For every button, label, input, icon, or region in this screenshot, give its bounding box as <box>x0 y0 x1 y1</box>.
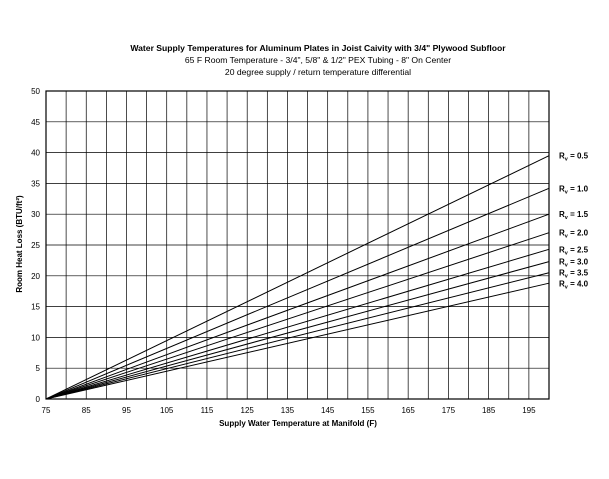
x-tick-label: 135 <box>281 406 295 415</box>
y-tick-label: 5 <box>36 364 41 373</box>
plot-border <box>45 90 550 400</box>
x-tick-label: 95 <box>122 406 131 415</box>
y-tick-labels: 0 5 10 15 20 25 30 35 40 45 50 <box>31 87 40 404</box>
chart-subtitle-line-1: 65 F Room Temperature - 3/4", 5/8" & 1/2… <box>185 55 451 65</box>
x-tick-label: 125 <box>241 406 255 415</box>
x-tick-label: 105 <box>160 406 174 415</box>
series-label-8: Rv = 4.0 <box>559 280 589 291</box>
y-tick-label: 15 <box>31 303 40 312</box>
series-label-2: Rv = 1.0 <box>559 184 589 195</box>
plot-frame <box>45 90 550 400</box>
y-tick-label: 10 <box>31 333 40 342</box>
series-label-6: Rv = 3.0 <box>559 258 589 269</box>
x-tick-label: 145 <box>321 406 335 415</box>
series-lines <box>45 155 550 400</box>
series-label-4: Rv = 2.0 <box>559 229 589 240</box>
y-tick-label: 35 <box>31 179 40 188</box>
chart-subtitle-line-2: 20 degree supply / return temperature di… <box>225 67 411 77</box>
y-tick-label: 45 <box>31 118 40 127</box>
x-tick-label: 115 <box>201 406 214 415</box>
x-tick-label: 155 <box>361 406 375 415</box>
series-line-7 <box>45 272 550 400</box>
series-line-3 <box>45 213 550 400</box>
grid <box>46 91 549 399</box>
x-tick-label: 195 <box>522 406 536 415</box>
series-label-5: Rv = 2.5 <box>559 245 589 256</box>
series-line-8 <box>45 282 550 400</box>
series-line-2 <box>45 187 550 400</box>
series-line-6 <box>45 261 550 400</box>
x-tick-labels: 75 85 95 105 115 125 135 145 155 165 175 185 195 <box>42 406 537 415</box>
series-line-1 <box>45 155 550 400</box>
y-axis-label: Room Heat Loss (BTU/ft²) <box>15 195 24 293</box>
y-tick-label: 30 <box>31 210 40 219</box>
x-tick-label: 165 <box>401 406 415 415</box>
series-label-1: Rv = 0.5 <box>559 152 589 163</box>
chart-title: Water Supply Temperatures for Aluminum P… <box>130 43 506 53</box>
x-tick-label: 175 <box>442 406 456 415</box>
x-tick-label: 85 <box>82 406 91 415</box>
series-line-5 <box>45 248 550 400</box>
y-tick-label: 40 <box>31 149 40 158</box>
y-tick-label: 20 <box>31 272 40 281</box>
y-tick-label: 25 <box>31 241 40 250</box>
y-tick-label: 50 <box>31 87 40 96</box>
x-tick-label: 185 <box>482 406 496 415</box>
x-axis-label: Supply Water Temperature at Manifold (F) <box>219 419 377 428</box>
y-tick-label: 0 <box>36 395 41 404</box>
series-line-4 <box>45 232 550 400</box>
series-label-7: Rv = 3.5 <box>559 269 589 280</box>
series-labels: Rv = 0.5 Rv = 1.0 Rv = 1.5 Rv = 2.0 Rv = 2.5… <box>559 152 589 291</box>
x-tick-label: 75 <box>42 406 51 415</box>
series-label-3: Rv = 1.5 <box>559 210 589 221</box>
